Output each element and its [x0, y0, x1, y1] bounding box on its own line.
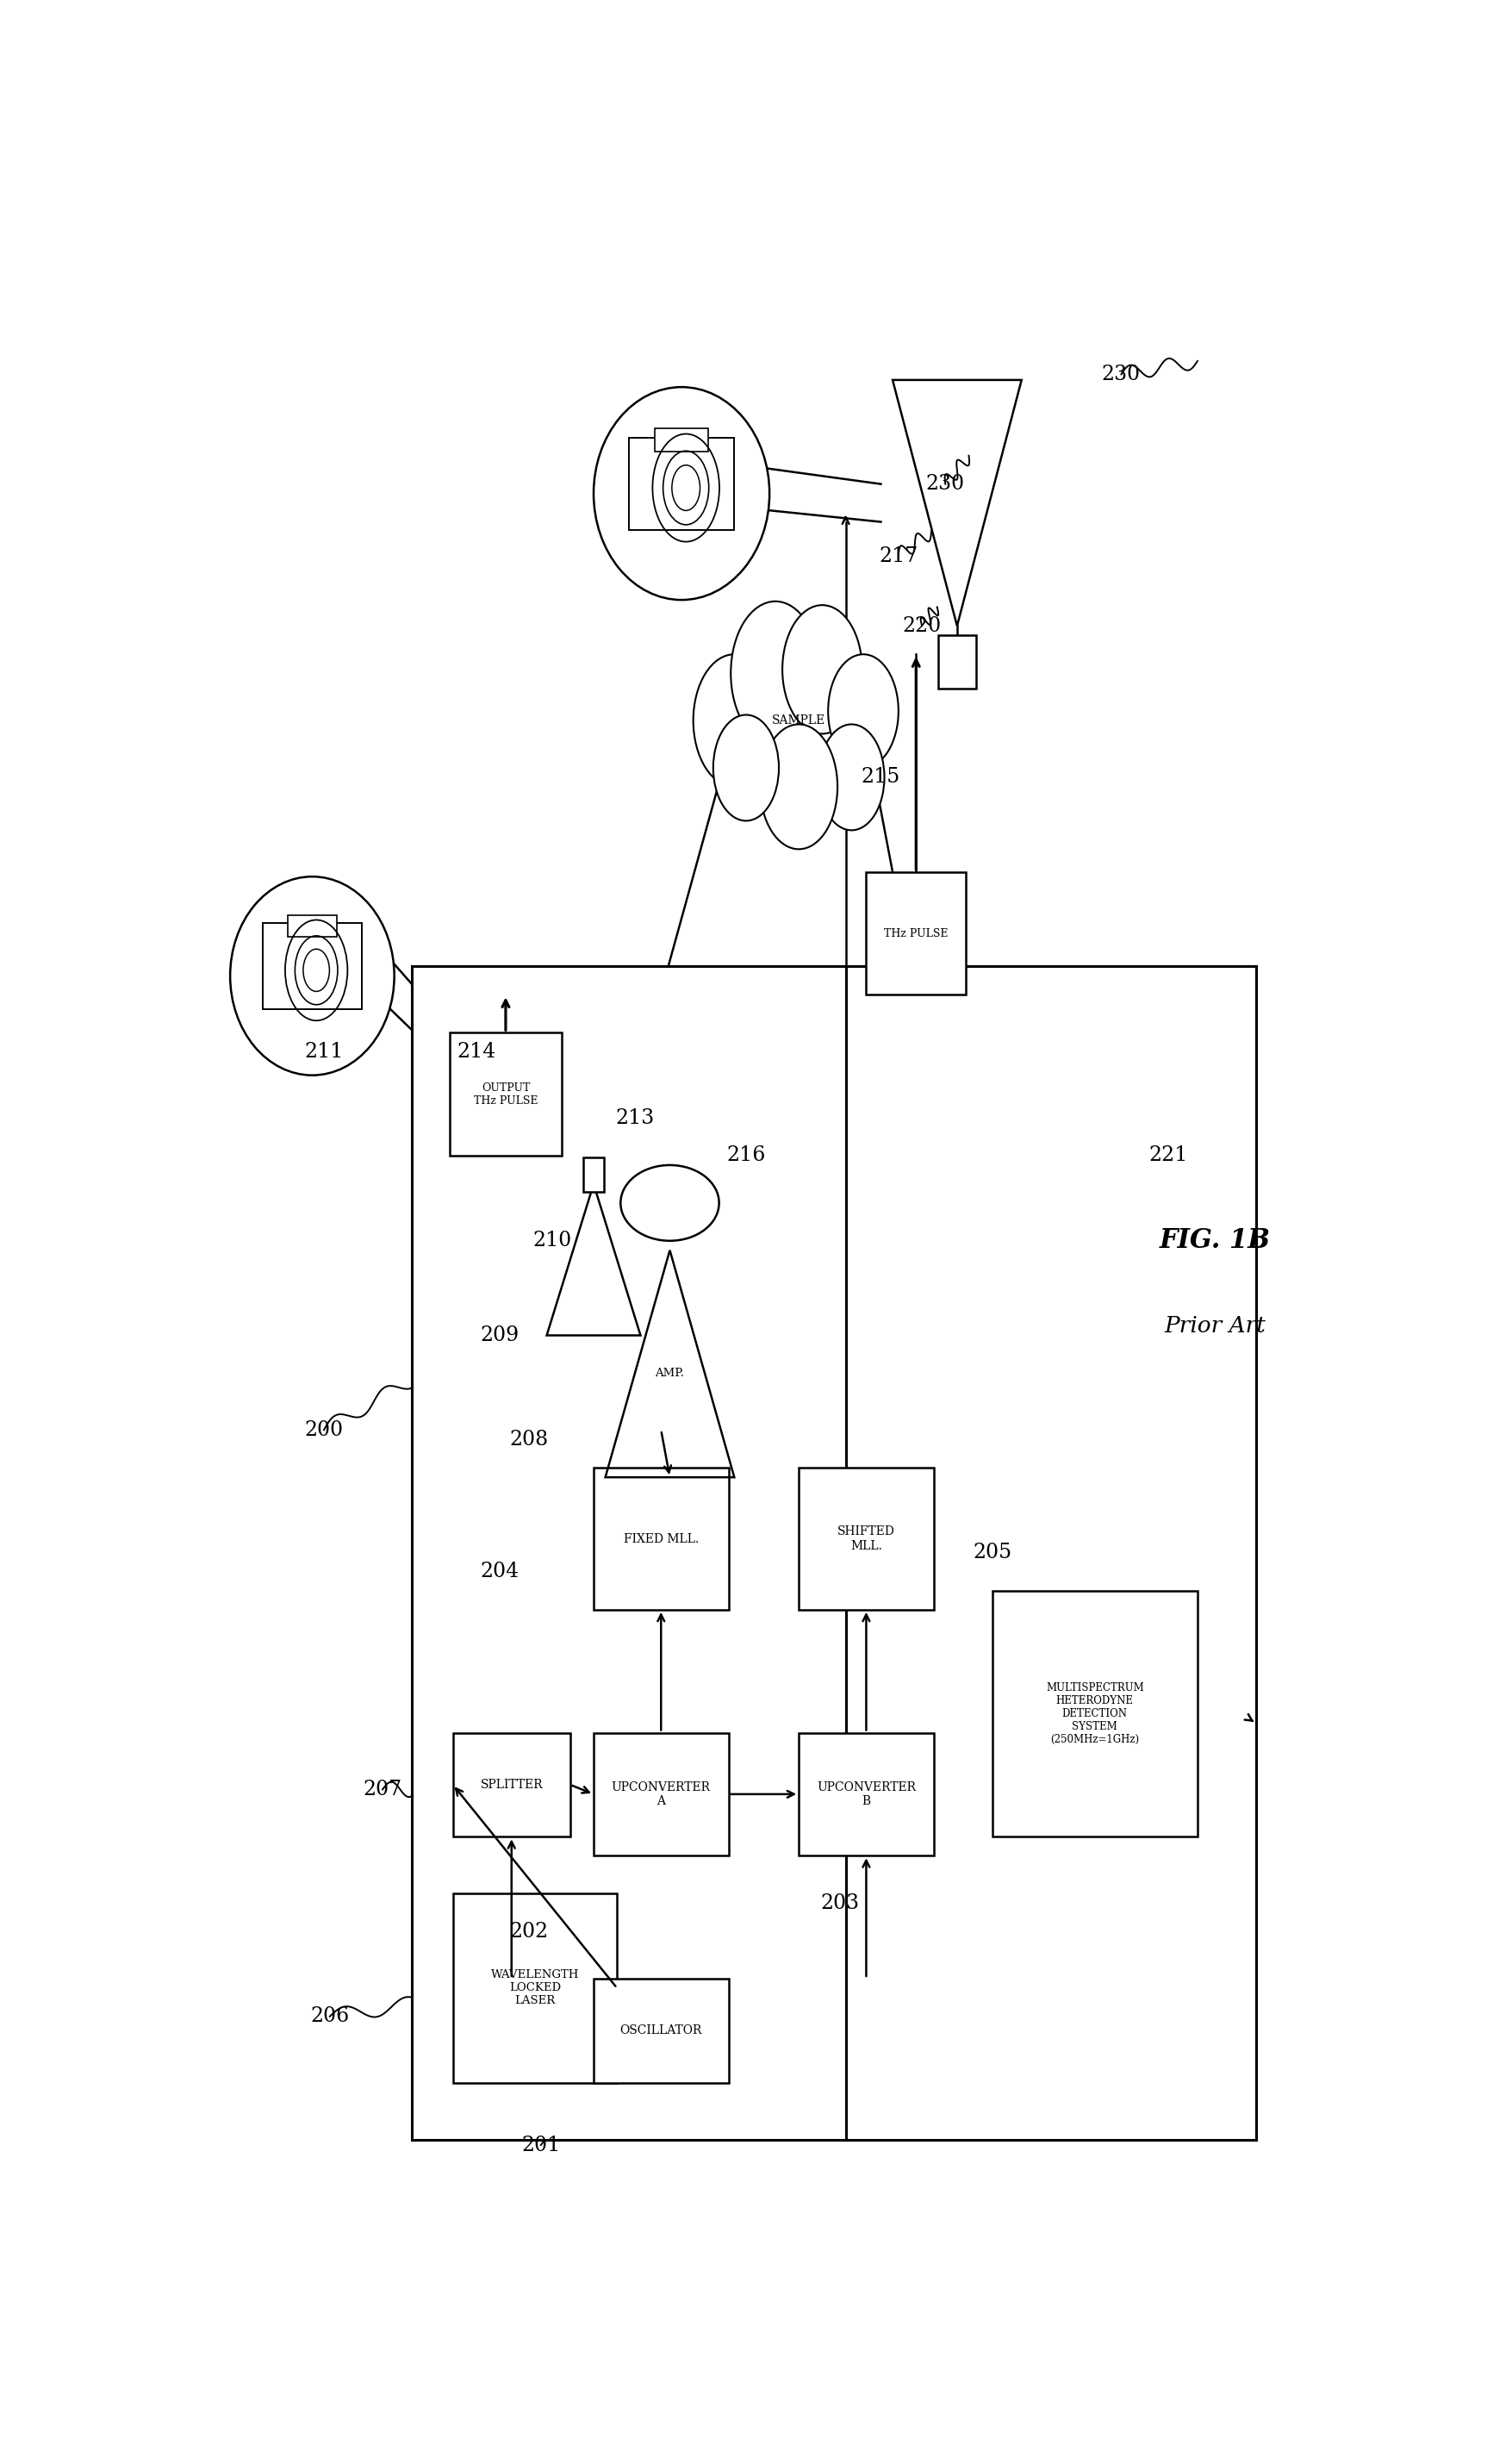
Bar: [452, 1732, 570, 1838]
Text: 209: 209: [479, 1324, 519, 1346]
Bar: [263, 924, 361, 1010]
Text: 221: 221: [1148, 1145, 1187, 1165]
Text: OSCILLATOR: OSCILLATOR: [620, 2025, 702, 2037]
Bar: [593, 1467, 729, 1609]
Text: 203: 203: [820, 1892, 859, 1914]
Ellipse shape: [230, 877, 395, 1076]
Bar: [452, 1894, 617, 2084]
Bar: [287, 914, 337, 936]
Bar: [449, 1032, 561, 1155]
Circle shape: [782, 604, 862, 735]
Circle shape: [730, 602, 820, 744]
Bar: [798, 1467, 933, 1609]
Bar: [866, 872, 965, 995]
Circle shape: [712, 715, 779, 821]
Text: THz PULSE: THz PULSE: [883, 929, 948, 939]
Text: WAVELENGTH
LOCKED
LASER: WAVELENGTH LOCKED LASER: [490, 1971, 579, 2007]
Circle shape: [692, 654, 776, 786]
Bar: [582, 1157, 603, 1192]
Text: 230: 230: [1101, 364, 1140, 383]
Text: 213: 213: [615, 1108, 653, 1128]
Text: 202: 202: [510, 1921, 549, 1941]
Text: 208: 208: [510, 1430, 549, 1450]
Bar: [593, 1732, 729, 1855]
Text: 216: 216: [726, 1145, 765, 1165]
Text: MULTISPECTRUM
HETERODYNE
DETECTION
SYSTEM
(250MHz=1GHz): MULTISPECTRUM HETERODYNE DETECTION SYSTE…: [1045, 1683, 1143, 1744]
Bar: [992, 1590, 1198, 1838]
Text: AMP.: AMP.: [655, 1369, 683, 1378]
Circle shape: [818, 725, 885, 830]
Text: SHIFTED
MLL.: SHIFTED MLL.: [838, 1526, 895, 1553]
Bar: [411, 966, 1255, 2140]
Bar: [798, 1732, 933, 1855]
Text: Prior Art: Prior Art: [1164, 1314, 1266, 1337]
Ellipse shape: [593, 388, 770, 600]
Text: 215: 215: [860, 767, 900, 786]
Text: SAMPLE: SAMPLE: [771, 715, 826, 727]
Text: 200: 200: [304, 1420, 343, 1440]
Text: 201: 201: [522, 2135, 559, 2155]
Text: 205: 205: [972, 1543, 1012, 1563]
Text: 217: 217: [878, 545, 918, 565]
Text: 214: 214: [457, 1042, 496, 1061]
Text: 230: 230: [925, 474, 965, 494]
Text: FIXED MLL.: FIXED MLL.: [623, 1533, 699, 1545]
Text: FIG. 1B: FIG. 1B: [1158, 1228, 1270, 1253]
Circle shape: [827, 654, 898, 767]
Text: 206: 206: [310, 2007, 349, 2027]
Bar: [655, 428, 708, 452]
Text: SPLITTER: SPLITTER: [479, 1779, 543, 1791]
Circle shape: [759, 725, 838, 850]
Text: 211: 211: [304, 1042, 343, 1061]
Text: UPCONVERTER
B: UPCONVERTER B: [816, 1781, 915, 1808]
Bar: [629, 437, 733, 531]
Text: 210: 210: [532, 1231, 572, 1251]
Text: 204: 204: [479, 1563, 519, 1582]
Bar: [593, 1978, 729, 2084]
Text: UPCONVERTER
A: UPCONVERTER A: [611, 1781, 711, 1808]
Bar: [937, 636, 975, 688]
Text: OUTPUT
THz PULSE: OUTPUT THz PULSE: [473, 1081, 537, 1106]
Text: 220: 220: [901, 617, 940, 636]
Bar: [845, 966, 1255, 2140]
Text: 207: 207: [363, 1779, 402, 1799]
